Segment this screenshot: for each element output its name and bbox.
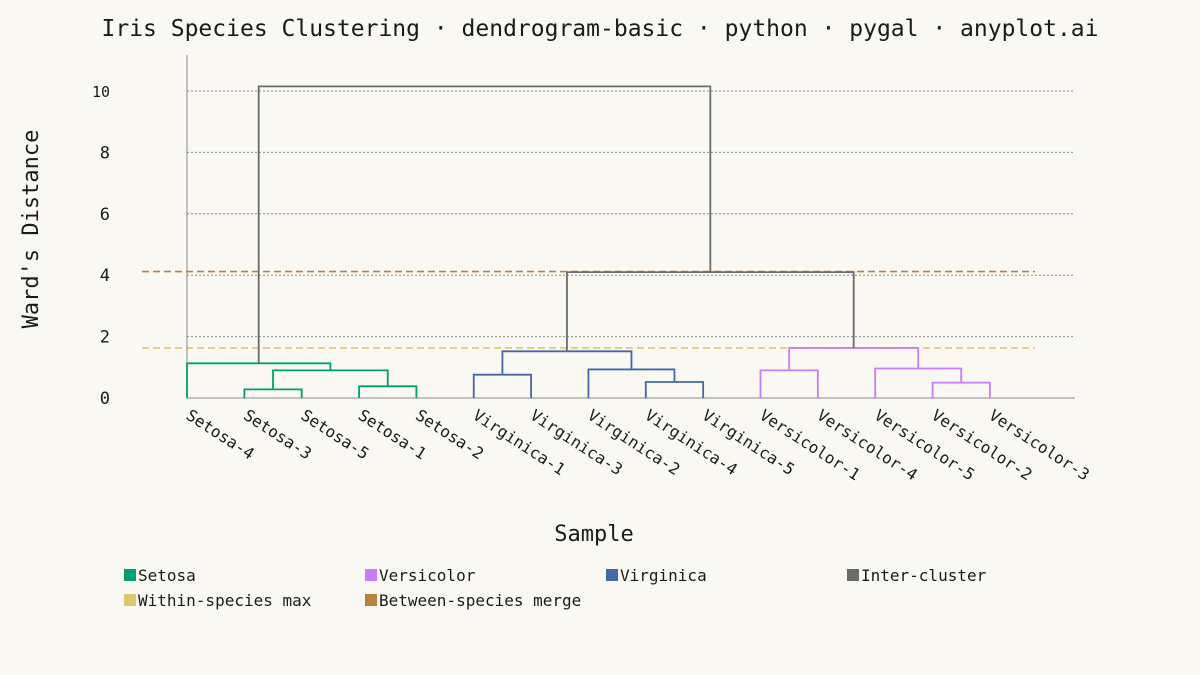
y-tick-label: 4 — [100, 266, 110, 286]
legend-label: Within-species max — [138, 591, 312, 610]
leaf-label: Versicolor-3 — [986, 405, 1093, 484]
legend: Setosa Versicolor Virginica Inter-cluster Wi… — [124, 566, 987, 610]
dendrogram-link — [566, 271, 855, 352]
dendrogram-link — [501, 350, 633, 375]
legend-swatch — [365, 594, 377, 606]
chart-title: Iris Species Clustering · dendrogram-bas… — [102, 16, 1099, 42]
legend-label: Versicolor — [379, 566, 476, 585]
y-gridlines — [187, 90, 1075, 338]
leaf-label: Versicolor-1 — [756, 405, 863, 484]
legend-swatch — [124, 594, 136, 606]
dendrogram-link — [931, 381, 991, 398]
legend-swatch — [606, 569, 618, 581]
dendrogram-link — [587, 368, 676, 398]
leaf-labels: Setosa-4Setosa-3Setosa-5Setosa-1Setosa-2… — [183, 405, 1093, 484]
legend-label: Inter-cluster — [861, 566, 987, 585]
legend-label: Setosa — [138, 566, 196, 585]
dendrogram-link — [186, 362, 332, 398]
x-axis-title: Sample — [554, 522, 633, 547]
y-tick-label: 2 — [100, 328, 110, 348]
y-tick-label: 0 — [100, 389, 110, 409]
y-axis-title: Ward's Distance — [19, 130, 44, 329]
legend-swatch — [124, 569, 136, 581]
y-tick-label: 6 — [100, 205, 110, 225]
dendrogram-link — [644, 381, 705, 398]
legend-swatch — [847, 569, 859, 581]
leaf-label: Versicolor-5 — [871, 405, 978, 484]
dendrogram-link — [358, 385, 418, 398]
legend-swatch — [365, 569, 377, 581]
leaf-label: Versicolor-2 — [928, 405, 1035, 484]
leaf-label: Versicolor-4 — [814, 405, 921, 484]
y-tick-labels: 0 2 4 6 8 10 — [92, 83, 110, 409]
dendrogram-link — [472, 373, 532, 398]
legend-label: Virginica — [620, 566, 707, 585]
y-tick-label: 10 — [92, 83, 110, 101]
dendrogram-links — [186, 85, 991, 398]
dendrogram-link — [243, 388, 303, 398]
dendrogram-link — [759, 369, 819, 398]
dendrogram-link — [257, 85, 712, 364]
y-tick-label: 8 — [100, 143, 110, 163]
legend-label: Between-species merge — [379, 591, 581, 610]
dendrogram-link — [788, 347, 920, 371]
